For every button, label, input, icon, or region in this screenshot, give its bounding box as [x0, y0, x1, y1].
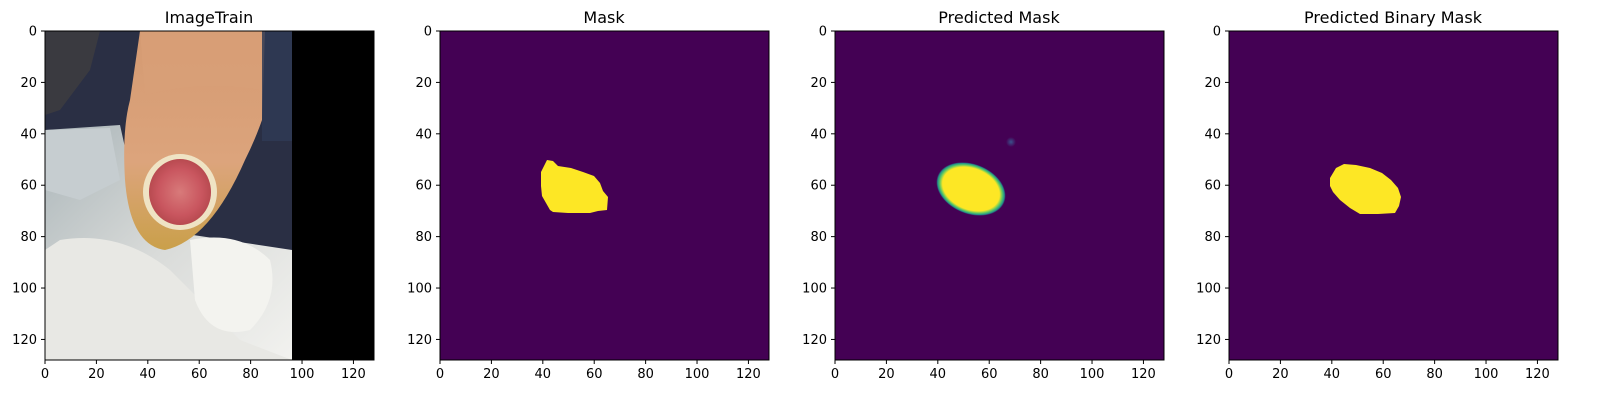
x-tick-label: 60: [981, 367, 998, 382]
x-tick-label: 100: [290, 367, 315, 382]
y-tick-label: 120: [407, 333, 432, 348]
x-tick-label: 120: [1131, 367, 1156, 382]
x-tick-label: 120: [736, 367, 761, 382]
x-tick-label: 40: [140, 367, 157, 382]
y-tick-label: 80: [415, 230, 432, 245]
x-tick-label: 0: [436, 367, 444, 382]
predicted-mask-image: [835, 31, 1164, 360]
y-tick-label: 40: [20, 127, 37, 142]
wound-photo: [45, 31, 374, 360]
y-tick-label: 60: [1204, 179, 1221, 194]
y-tick-label: 100: [1196, 282, 1221, 297]
y-tick-label: 20: [20, 76, 37, 91]
axes-frame: [834, 30, 1165, 361]
y-tick-label: 80: [1204, 230, 1221, 245]
predicted-binary-mask-image: [1229, 31, 1558, 360]
axes-layer: 0 20 40 60 80 100 120 0 20 40 60 80 100 120 0 20 40 60 80 1…: [12, 25, 1559, 382]
y-tick-label: 60: [415, 179, 432, 194]
y-tick-label: 40: [810, 127, 827, 142]
y-tick-label: 80: [20, 230, 37, 245]
x-tick-label: 100: [1080, 367, 1105, 382]
y-tick-label: 100: [407, 282, 432, 297]
panel-predicted-mask: Predicted Mask: [835, 8, 1164, 360]
panel-title: Predicted Binary Mask: [1304, 8, 1483, 27]
x-tick-label: 40: [535, 367, 552, 382]
x-tick-label: 100: [1474, 367, 1499, 382]
panel-title: ImageTrain: [165, 8, 254, 27]
x-tick-label: 60: [1375, 367, 1392, 382]
x-tick-label: 20: [88, 367, 105, 382]
x-tick-label: 20: [878, 367, 895, 382]
x-tick-label: 100: [685, 367, 710, 382]
panel-predicted-binary-mask: Predicted Binary Mask: [1229, 8, 1558, 360]
x-tick-label: 120: [1525, 367, 1550, 382]
y-tick-label: 120: [802, 333, 827, 348]
y-tick-label: 120: [1196, 333, 1221, 348]
axes-frame: [44, 30, 375, 361]
y-tick-label: 40: [415, 127, 432, 142]
axes-panel-2: 0 20 40 60 80 100 120 0 20 40 60 80 100 120: [407, 25, 770, 382]
x-tick-label: 80: [637, 367, 654, 382]
x-tick-label: 80: [1032, 367, 1049, 382]
y-tick-label: 0: [424, 25, 432, 40]
axes-panel-1: 0 20 40 60 80 100 120 0 20 40 60 80 100 120: [12, 25, 375, 382]
panel-title: Mask: [583, 8, 625, 27]
y-tick-label: 20: [415, 76, 432, 91]
panel-image-train: ImageTrain: [45, 8, 374, 360]
x-tick-label: 80: [1426, 367, 1443, 382]
axes-panel-4: 0 20 40 60 80 100 120 0 20 40 60 80 100 120: [1196, 25, 1559, 382]
y-tick-label: 60: [810, 179, 827, 194]
x-tick-label: 0: [41, 367, 49, 382]
axes-frame: [1228, 30, 1559, 361]
y-tick-label: 0: [1213, 25, 1221, 40]
y-tick-label: 20: [810, 76, 827, 91]
y-tick-label: 120: [12, 333, 37, 348]
x-tick-label: 60: [191, 367, 208, 382]
panel-title: Predicted Mask: [938, 8, 1060, 27]
x-tick-label: 40: [930, 367, 947, 382]
y-tick-label: 20: [1204, 76, 1221, 91]
y-tick-label: 100: [802, 282, 827, 297]
y-tick-label: 40: [1204, 127, 1221, 142]
panel-mask: Mask: [440, 8, 769, 360]
x-tick-label: 60: [586, 367, 603, 382]
x-tick-label: 20: [483, 367, 500, 382]
y-tick-label: 0: [29, 25, 37, 40]
x-tick-label: 20: [1272, 367, 1289, 382]
axes-frame: [439, 30, 770, 361]
x-tick-label: 120: [341, 367, 366, 382]
y-tick-label: 80: [810, 230, 827, 245]
x-tick-label: 80: [242, 367, 259, 382]
y-tick-label: 100: [12, 282, 37, 297]
axes-panel-3: 0 20 40 60 80 100 120 0 20 40 60 80 100 120: [802, 25, 1165, 382]
y-tick-label: 60: [20, 179, 37, 194]
y-tick-label: 0: [819, 25, 827, 40]
x-tick-label: 0: [831, 367, 839, 382]
x-tick-label: 40: [1324, 367, 1341, 382]
mask-image: [440, 31, 769, 360]
x-tick-label: 0: [1225, 367, 1233, 382]
